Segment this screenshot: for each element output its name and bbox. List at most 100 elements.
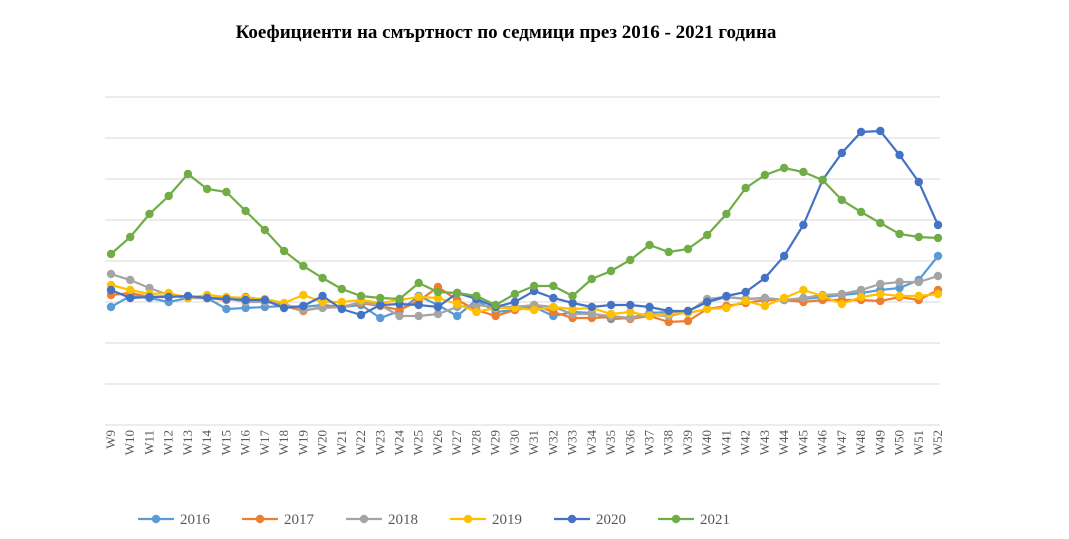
x-tick-label: W14	[199, 430, 214, 456]
data-point	[799, 220, 808, 230]
data-point	[279, 246, 289, 256]
x-tick-label: W13	[180, 430, 195, 455]
data-point	[452, 299, 462, 309]
data-point	[760, 170, 770, 180]
data-point	[164, 292, 173, 302]
data-point	[549, 302, 558, 312]
data-point	[395, 305, 404, 315]
data-point	[876, 279, 885, 289]
data-point	[818, 175, 827, 185]
data-point	[933, 220, 943, 230]
data-point	[222, 304, 231, 314]
data-point	[895, 277, 904, 287]
data-point	[683, 306, 693, 316]
legend-marker	[671, 514, 681, 524]
x-tick-label: W15	[218, 430, 233, 455]
data-point	[703, 297, 712, 307]
data-point	[837, 195, 847, 205]
x-tick-label: W48	[853, 430, 868, 455]
data-point	[241, 206, 250, 216]
data-point	[414, 300, 423, 310]
data-point	[626, 313, 635, 323]
legend-label: 2016	[180, 512, 211, 528]
data-point	[433, 293, 443, 303]
data-point	[895, 150, 904, 160]
legend-label: 2019	[492, 512, 522, 528]
data-point	[856, 207, 866, 217]
x-tick-label: W51	[911, 430, 926, 455]
data-point	[568, 298, 577, 308]
data-point	[414, 311, 423, 321]
data-point	[106, 269, 116, 279]
data-point	[722, 303, 731, 313]
x-tick-label: W23	[372, 430, 387, 455]
data-point	[645, 302, 654, 312]
data-point	[914, 277, 923, 287]
data-point	[722, 291, 731, 301]
x-tick-label: W12	[161, 430, 176, 455]
data-point	[510, 303, 520, 313]
x-tick-label: W36	[622, 430, 637, 456]
data-point	[779, 251, 789, 261]
data-point	[606, 309, 616, 319]
data-point	[856, 127, 866, 137]
x-tick-label: W44	[776, 430, 791, 456]
legend-label: 2017	[284, 512, 315, 528]
legend-marker	[463, 514, 473, 524]
data-point	[664, 317, 673, 327]
data-point	[645, 311, 654, 321]
data-point	[741, 296, 750, 306]
data-point	[587, 302, 597, 312]
x-tick-label: W37	[642, 430, 657, 456]
x-tick-label: W21	[334, 430, 349, 455]
data-point	[433, 302, 443, 312]
x-tick-label: W50	[892, 430, 907, 455]
data-point	[914, 291, 923, 301]
data-point	[510, 297, 520, 307]
data-point	[703, 304, 712, 314]
data-point	[876, 296, 885, 306]
x-tick-label: W33	[565, 430, 580, 455]
data-point	[356, 291, 366, 301]
data-point	[106, 285, 116, 295]
data-point	[587, 309, 597, 319]
data-point	[741, 183, 750, 193]
data-point	[414, 292, 423, 302]
data-point	[299, 261, 308, 271]
data-point	[645, 240, 654, 250]
data-point	[626, 307, 635, 317]
data-point	[933, 251, 943, 261]
data-point	[433, 309, 443, 319]
data-point	[722, 209, 731, 219]
data-point	[126, 285, 135, 295]
data-point	[145, 283, 154, 293]
data-point	[472, 291, 481, 301]
data-point	[529, 281, 539, 291]
data-point	[299, 301, 308, 311]
data-point	[337, 304, 346, 314]
data-point	[337, 284, 346, 294]
data-point	[568, 304, 577, 314]
data-point	[933, 271, 943, 281]
data-point	[683, 316, 693, 326]
x-tick-label: W28	[468, 430, 483, 455]
data-point	[202, 184, 212, 194]
data-point	[241, 303, 250, 313]
data-point	[376, 300, 385, 310]
data-point	[337, 297, 346, 307]
data-point	[433, 287, 443, 297]
data-point	[202, 293, 212, 303]
data-point	[895, 283, 904, 293]
x-tick-label: W45	[795, 430, 810, 455]
data-point	[760, 273, 770, 283]
data-point	[183, 169, 193, 179]
x-tick-label: W9	[103, 430, 118, 449]
data-point	[222, 187, 231, 197]
data-point	[587, 274, 597, 284]
data-point	[222, 294, 231, 304]
data-point	[760, 301, 770, 311]
data-point	[260, 295, 270, 305]
x-tick-label: W35	[603, 430, 618, 455]
x-tick-label: W20	[315, 430, 330, 455]
